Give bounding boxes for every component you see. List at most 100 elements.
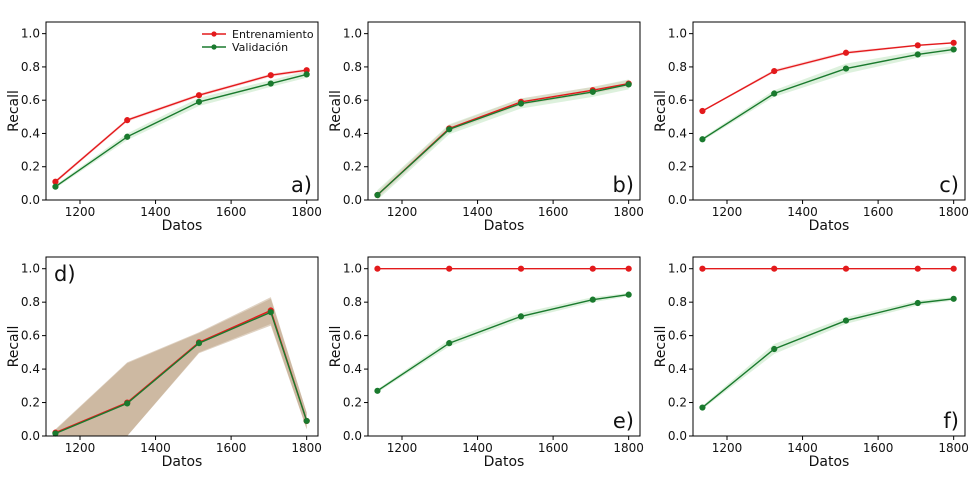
data-point-validacion [267,80,274,87]
chart-panel-2: 1200 1400 1600 1800 0.0 0.2 0.4 0.6 0.8 1.0 Datos R… [328,21,644,234]
x-tick-label: 1200 [387,441,418,455]
data-point-validacion [842,317,850,324]
data-point-validacion [517,313,525,320]
data-point-validacion [124,133,131,140]
x-tick-label: 1400 [787,205,818,219]
legend-swatch-marker [211,44,217,50]
data-point-validacion [124,400,131,407]
x-tick-label: 1600 [538,441,569,455]
panel-label: a) [291,173,312,197]
data-point-entrenamiento [589,265,596,272]
x-tick-label: 1600 [216,441,247,455]
x-axis-label: Datos [809,454,850,470]
x-tick-label: 1800 [291,205,322,219]
y-tick-label: 0.2 [668,160,687,174]
data-point-validacion [914,299,921,307]
y-tick-label: 0.4 [343,362,362,376]
data-point-validacion [446,126,453,133]
plot-frame [45,21,319,201]
x-axis-label: Datos [484,454,525,470]
y-axis-label: Recall [6,326,22,368]
data-point-validacion [842,65,850,72]
data-point-validacion [52,430,59,437]
y-tick-label: 0.6 [343,93,362,107]
y-tick-label: 0.2 [343,396,362,410]
data-point-validacion [517,100,525,107]
y-tick-label: 0.4 [668,362,687,376]
x-axis-label: Datos [162,218,203,234]
data-point-entrenamiento [771,67,778,75]
series-line-entrenamiento [376,82,629,196]
panel-label: b) [612,173,634,197]
chart-panel-4: 1200 1400 1600 1800 0.0 0.2 0.4 0.6 0.8 1.0 Datos R… [6,256,322,470]
y-tick-label: 0.8 [21,295,40,309]
data-point-entrenamiento [950,265,957,272]
data-point-validacion [950,295,957,302]
x-tick-label: 1600 [863,441,894,455]
y-tick-label: 1.0 [21,262,40,276]
data-point-validacion [374,387,381,394]
legend-entry-label: Validación [232,41,288,54]
series-band-entrenamiento [702,42,954,112]
y-tick-label: 0.0 [21,429,40,443]
data-point-entrenamiento [842,265,850,272]
x-tick-label: 1800 [613,441,644,455]
y-tick-label: 0.0 [21,193,40,207]
data-point-validacion [267,309,274,316]
data-point-validacion [771,90,778,97]
x-tick-label: 1400 [140,441,171,455]
y-axis-label: Recall [328,90,344,132]
data-point-entrenamiento [625,265,632,272]
y-tick-label: 0.8 [668,60,687,74]
data-point-validacion [374,191,381,199]
y-tick-label: 0.8 [668,295,687,309]
data-point-validacion [446,340,453,347]
data-point-validacion [950,46,957,53]
y-axis-label: Recall [328,326,344,368]
x-axis-label: Datos [162,454,203,470]
x-tick-label: 1600 [863,205,894,219]
x-tick-label: 1400 [787,441,818,455]
data-point-entrenamiento [950,39,957,46]
y-tick-label: 0.0 [668,193,687,207]
data-point-entrenamiento [52,178,59,185]
x-tick-label: 1800 [938,205,969,219]
legend-entry-label: Entrenamiento [232,28,314,41]
y-tick-label: 0.6 [343,329,362,343]
plot-frame [45,256,319,437]
series-band-validacion [55,298,307,436]
data-point-entrenamiento [699,265,706,272]
y-tick-label: 0.0 [668,429,687,443]
data-point-validacion [699,136,706,143]
y-tick-label: 0.4 [343,126,362,140]
y-axis-label: Recall [653,326,669,368]
chart-panel-5: 1200 1400 1600 1800 0.0 0.2 0.4 0.6 0.8 1.0 Datos R… [328,256,644,470]
series-line-validacion [376,83,629,196]
y-tick-label: 1.0 [343,262,362,276]
x-tick-label: 1400 [462,441,493,455]
plot-frame [692,21,966,201]
y-tick-label: 0.6 [668,329,687,343]
data-point-entrenamiento [446,265,453,272]
y-tick-label: 1.0 [343,27,362,41]
series-band-validacion [377,79,629,200]
panel-label: c) [939,173,959,197]
x-axis-label: Datos [809,218,850,234]
data-point-validacion [52,183,59,190]
series-line-validacion [701,298,954,409]
x-tick-label: 1200 [65,205,96,219]
data-point-validacion [914,51,921,58]
data-point-validacion [589,88,596,95]
data-point-entrenamiento [914,42,921,49]
y-tick-label: 0.8 [21,60,40,74]
panel-label: d) [54,262,76,286]
y-tick-label: 0.4 [668,126,687,140]
series-line-validacion [702,48,954,140]
data-point-validacion [303,71,310,78]
plot-frame [367,21,641,201]
series-band-validacion [702,46,954,141]
y-tick-label: 0.0 [343,429,362,443]
y-tick-label: 0.4 [21,126,40,140]
data-point-entrenamiento [771,265,778,272]
